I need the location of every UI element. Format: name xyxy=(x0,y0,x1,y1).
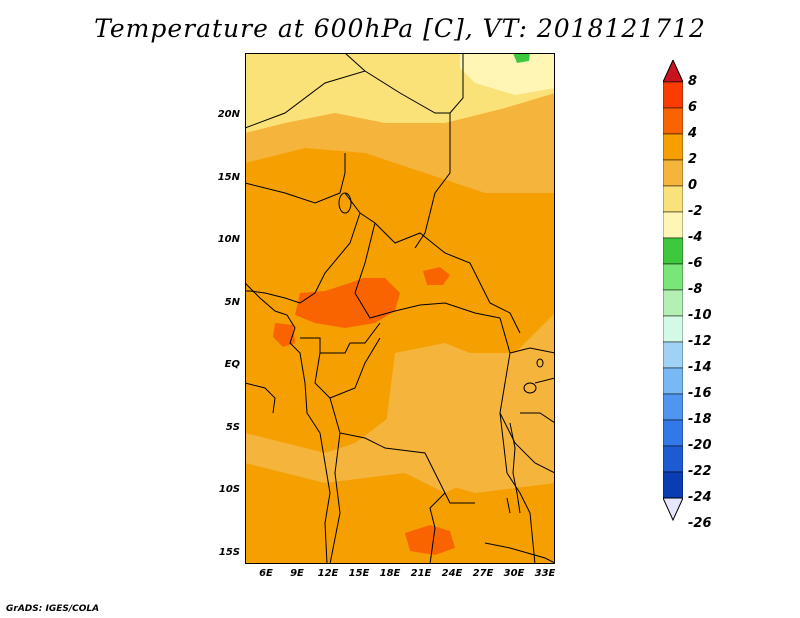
colorbar-label: -26 xyxy=(688,516,712,531)
lon-label: 9E xyxy=(290,568,304,579)
map-border xyxy=(245,53,555,564)
colorbar-swatch xyxy=(662,133,684,161)
lat-label: 5N xyxy=(224,297,240,308)
lon-label: 27E xyxy=(472,568,494,579)
colorbar-label: -12 xyxy=(688,334,712,349)
temperature-map xyxy=(245,53,555,564)
colorbar-label: -14 xyxy=(688,360,712,375)
colorbar-swatch xyxy=(662,81,684,109)
colorbar-swatch xyxy=(662,367,684,395)
colorbar-swatch xyxy=(662,445,684,473)
colorbar-swatch xyxy=(662,419,684,447)
hot-patch-south xyxy=(405,525,455,555)
colorbar-swatch xyxy=(662,107,684,135)
coastline xyxy=(245,282,331,564)
map-title: Temperature at 600hPa [C], VT: 201812171… xyxy=(94,14,706,43)
colorbar-swatch xyxy=(662,393,684,421)
colorbar-label: -10 xyxy=(688,308,712,323)
colorbar-label: 6 xyxy=(688,100,698,115)
green-patch-northeast xyxy=(513,53,530,63)
lat-label: 5S xyxy=(225,422,240,433)
colorbar-label: -2 xyxy=(688,204,703,219)
lon-label: 18E xyxy=(379,568,401,579)
colorbar-label: 2 xyxy=(688,152,698,167)
warm-band-central xyxy=(245,148,555,453)
colorbar-swatch xyxy=(662,263,684,291)
credit-text: GrADS: IGES/COLA xyxy=(6,604,100,614)
colorbar-swatch xyxy=(662,289,684,317)
colorbar-swatch xyxy=(662,185,684,213)
cool-basin-congo xyxy=(385,343,500,493)
colorbar xyxy=(662,58,743,560)
colorbar-label: -18 xyxy=(688,412,712,427)
colorbar-label: -8 xyxy=(688,282,703,297)
colorbar-label: 4 xyxy=(688,126,698,141)
lon-label: 12E xyxy=(317,568,339,579)
cold-patch-northeast xyxy=(460,53,555,95)
lakes xyxy=(338,192,544,514)
colorbar-label: -6 xyxy=(688,256,703,271)
colorbar-bottom-arrow xyxy=(662,497,684,522)
hot-patch-central xyxy=(295,278,400,328)
lat-label: 15N xyxy=(217,172,240,183)
colorbar-label: -16 xyxy=(688,386,712,401)
colorbar-label: -22 xyxy=(688,464,712,479)
lat-label: 20N xyxy=(217,109,240,120)
lon-label: 21E xyxy=(410,568,432,579)
colorbar-top-arrow xyxy=(662,58,684,83)
lon-label: 30E xyxy=(503,568,525,579)
colorbar-swatch xyxy=(662,237,684,265)
colorbar-swatch xyxy=(662,159,684,187)
colorbar-swatch xyxy=(662,471,684,499)
lat-label: EQ xyxy=(224,359,240,370)
colorbar-swatch xyxy=(662,211,684,239)
colorbar-label: -4 xyxy=(688,230,703,245)
hot-patch-southwest xyxy=(273,323,295,347)
colorbar-swatch xyxy=(662,341,684,369)
colorbar-swatch xyxy=(662,315,684,343)
colorbar-label: 0 xyxy=(688,178,698,193)
lat-label: 10S xyxy=(218,484,240,495)
lon-label: 15E xyxy=(348,568,370,579)
lon-label: 24E xyxy=(441,568,463,579)
warm-band-south xyxy=(245,463,555,564)
lat-label: 15S xyxy=(218,547,240,558)
colorbar-label: -20 xyxy=(688,438,712,453)
lon-label: 6E xyxy=(259,568,273,579)
hot-patch-east xyxy=(423,267,450,285)
lon-label: 33E xyxy=(534,568,556,579)
lat-label: 10N xyxy=(217,234,240,245)
colorbar-label: 8 xyxy=(688,74,698,89)
country-borders xyxy=(245,53,555,564)
colorbar-swatches xyxy=(662,58,684,522)
colorbar-label: -24 xyxy=(688,490,712,505)
